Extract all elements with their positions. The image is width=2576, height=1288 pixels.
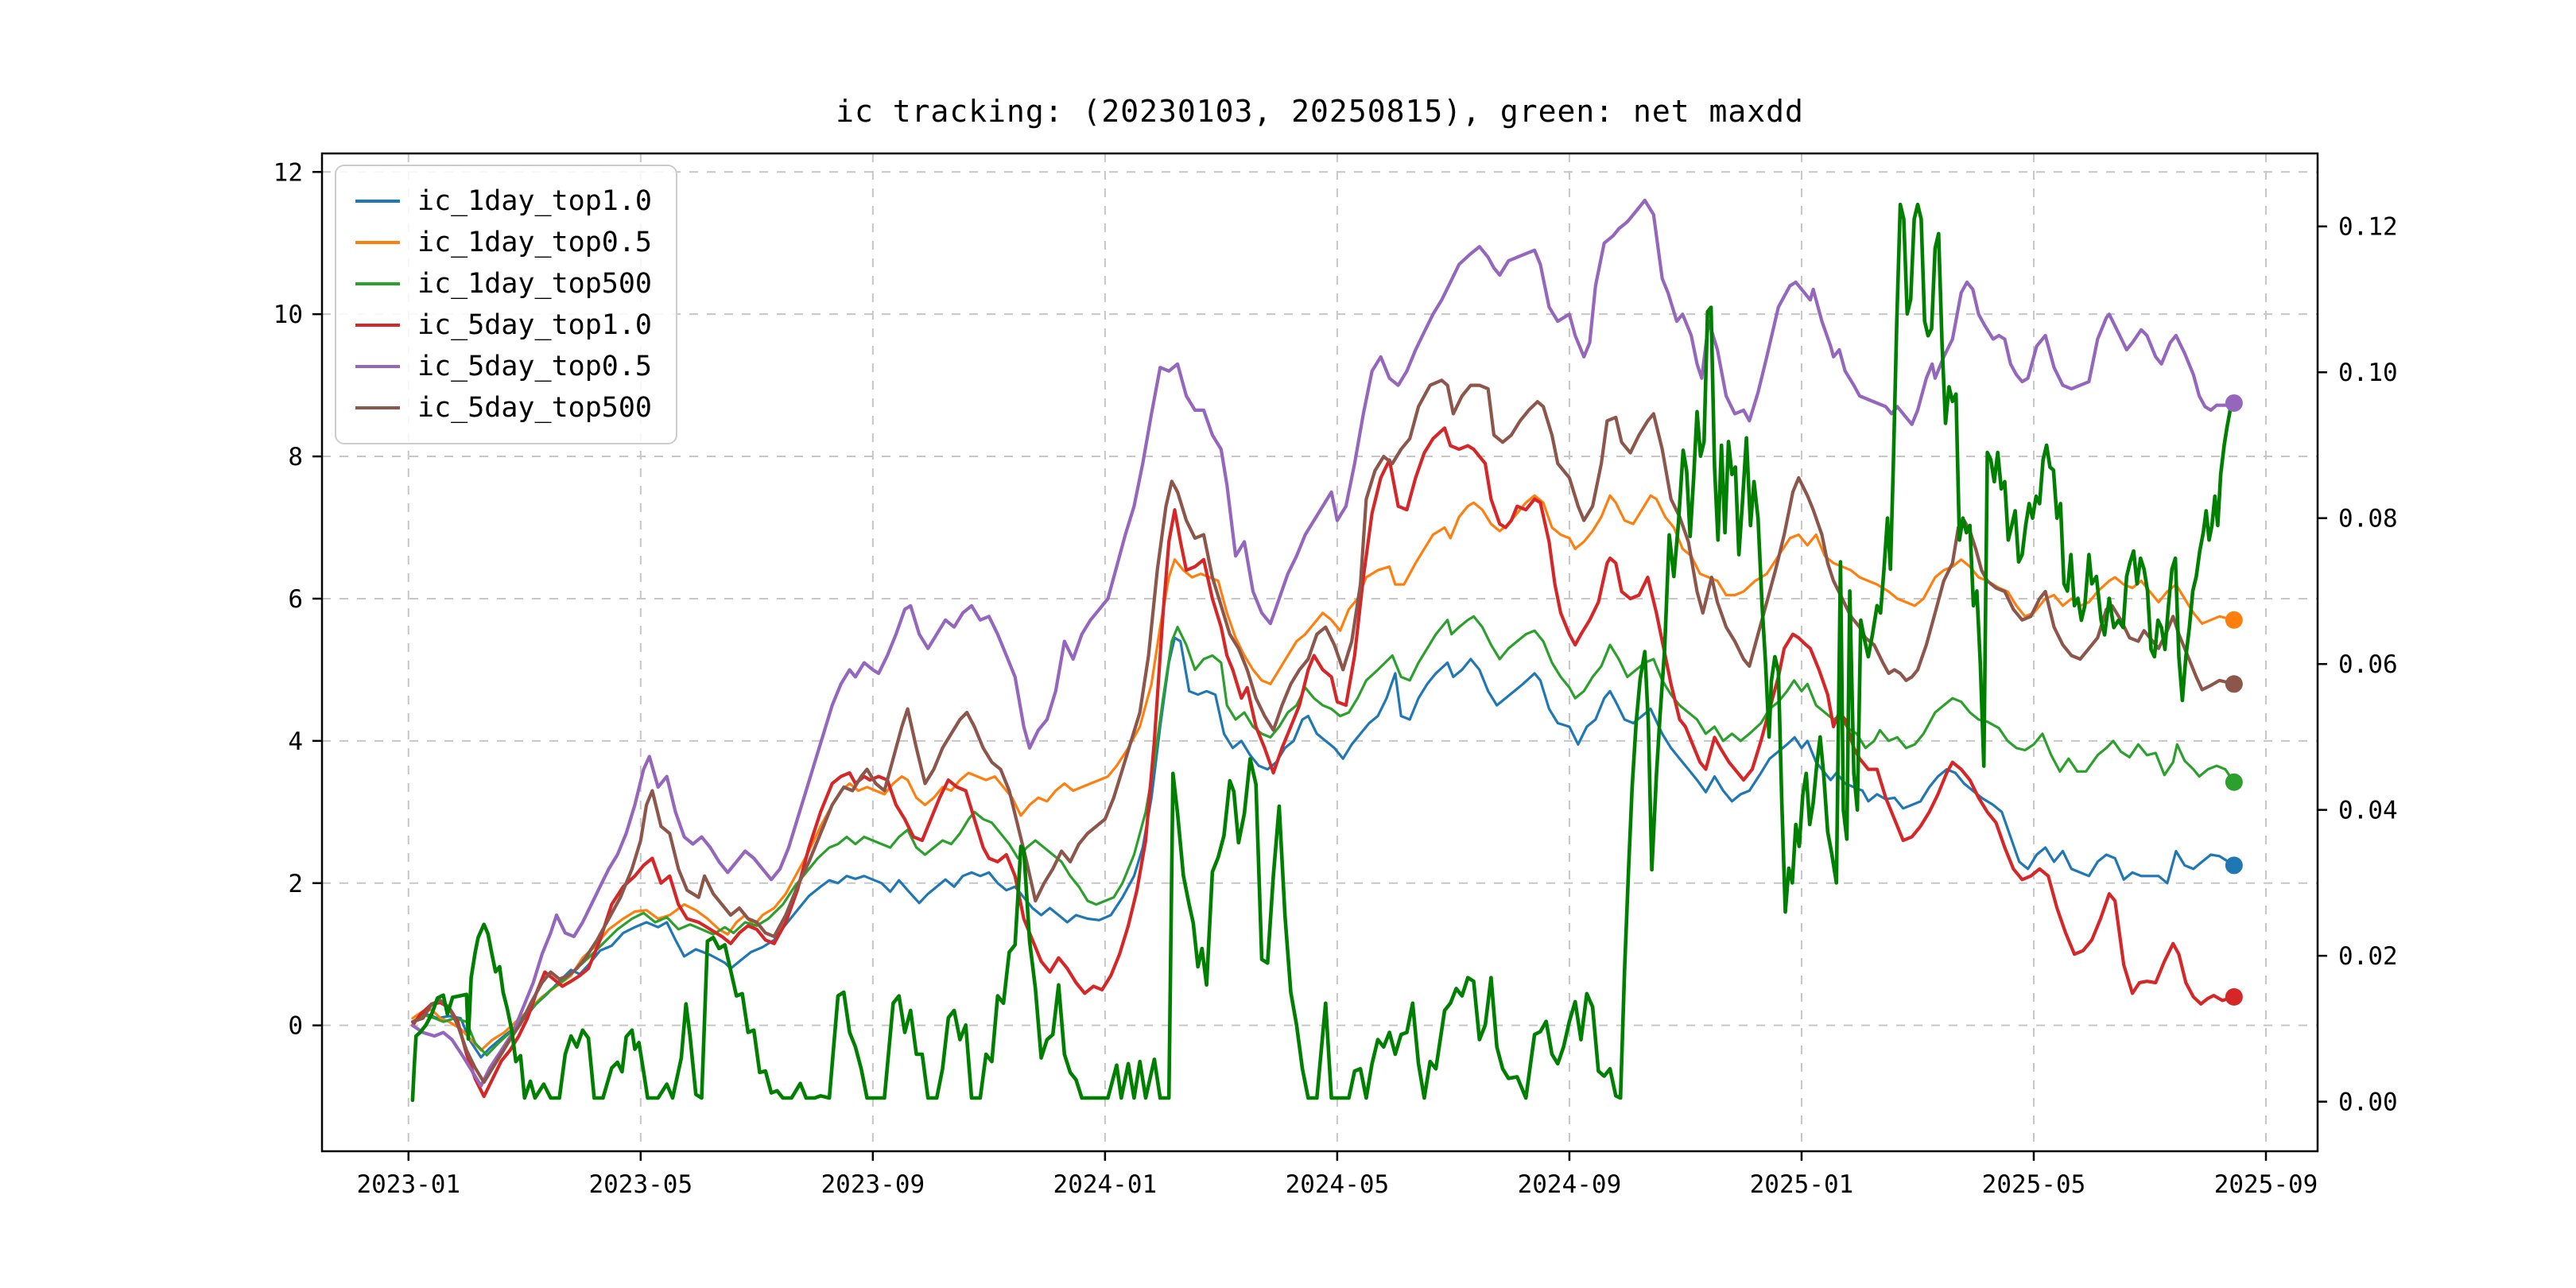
legend-swatch-ic_5day_top1_0 <box>355 324 400 327</box>
legend-item-ic_1day_top0_5: ic_1day_top0.5 <box>355 222 652 263</box>
legend-swatch-ic_1day_top500 <box>355 282 400 285</box>
x-tick-label: 2025-01 <box>1750 1170 1854 1199</box>
x-tick-label: 2024-01 <box>1053 1170 1158 1199</box>
legend-item-ic_5day_top500: ic_5day_top500 <box>355 387 652 429</box>
y-right-tick-label: 0.00 <box>2338 1088 2398 1117</box>
legend-item-ic_5day_top0_5: ic_5day_top0.5 <box>355 346 652 387</box>
end-dot-ic_5day_top0_5 <box>2225 394 2243 412</box>
end-dot-ic_1day_top500 <box>2225 773 2243 791</box>
series-ic_1day_top1_0 <box>411 636 2236 1059</box>
legend-label-ic_1day_top0_5: ic_1day_top0.5 <box>417 227 653 258</box>
x-tick-label: 2025-09 <box>2214 1170 2318 1199</box>
series-ic_1day_top0_5 <box>411 494 2236 1052</box>
x-tick-label: 2025-05 <box>1982 1170 2086 1199</box>
y-left-tick-label: 2 <box>288 870 303 898</box>
y-right-tick-label: 0.08 <box>2338 505 2398 533</box>
x-tick-label: 2023-01 <box>356 1170 460 1199</box>
y-left-tick-label: 0 <box>288 1012 303 1041</box>
end-dot-ic_5day_top1_0 <box>2225 987 2243 1006</box>
legend-swatch-ic_5day_top0_5 <box>355 365 400 368</box>
x-tick-label: 2023-09 <box>821 1170 925 1199</box>
legend-swatch-ic_1day_top0_5 <box>355 241 400 244</box>
y-left-tick-label: 4 <box>288 727 303 756</box>
end-dot-ic_5day_top500 <box>2225 675 2243 693</box>
series-ic_5day_top1_0 <box>410 426 2236 1099</box>
series-ic_1day_top500 <box>411 615 2236 1057</box>
y-right-tick-label: 0.02 <box>2338 942 2398 971</box>
legend-swatch-ic_1day_top1_0 <box>355 200 400 203</box>
y-right-tick-label: 0.10 <box>2338 359 2398 387</box>
y-left-tick-label: 10 <box>274 301 303 329</box>
y-left-tick-label: 8 <box>288 443 303 471</box>
y-right-tick-label: 0.06 <box>2338 650 2398 679</box>
legend: ic_1day_top1.0 ic_1day_top0.5 ic_1day_top5… <box>335 165 678 444</box>
x-tick-label: 2024-09 <box>1518 1170 1622 1199</box>
y-right-tick-label: 0.12 <box>2338 213 2398 242</box>
y-right-tick-label: 0.04 <box>2338 797 2398 825</box>
series-ic_5day_top500 <box>410 378 2236 1084</box>
y-left-tick-label: 6 <box>288 585 303 614</box>
legend-item-ic_5day_top1_0: ic_5day_top1.0 <box>355 305 652 346</box>
chart-title: ic tracking: (20230103, 20250815), green… <box>836 94 1804 129</box>
legend-item-ic_1day_top1_0: ic_1day_top1.0 <box>355 180 652 222</box>
legend-label-ic_5day_top1_0: ic_5day_top1.0 <box>417 309 653 341</box>
legend-item-ic_1day_top500: ic_1day_top500 <box>355 263 652 305</box>
end-dot-ic_1day_top1_0 <box>2225 856 2243 875</box>
series-net_maxdd <box>410 202 2233 1103</box>
legend-swatch-ic_5day_top500 <box>355 406 400 409</box>
x-tick-label: 2024-05 <box>1286 1170 1390 1199</box>
legend-label-ic_5day_top0_5: ic_5day_top0.5 <box>417 351 653 382</box>
plot-border <box>320 152 2319 1153</box>
legend-label-ic_5day_top500: ic_5day_top500 <box>417 392 653 424</box>
legend-label-ic_1day_top500: ic_1day_top500 <box>417 268 653 300</box>
y-left-tick-label: 12 <box>274 158 303 187</box>
series-ic_5day_top0_5 <box>410 198 2236 1088</box>
x-tick-label: 2023-05 <box>588 1170 692 1199</box>
end-dot-ic_1day_top0_5 <box>2225 611 2243 629</box>
legend-label-ic_1day_top1_0: ic_1day_top1.0 <box>417 185 653 217</box>
